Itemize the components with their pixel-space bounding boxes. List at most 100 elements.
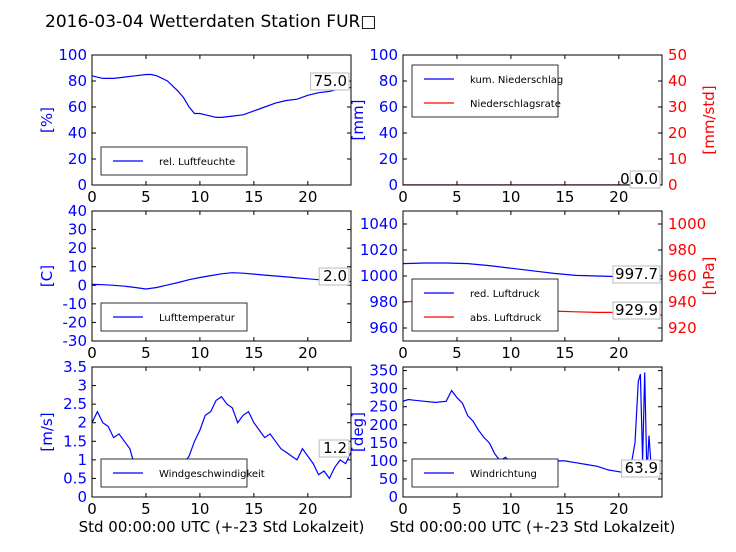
x-tick-label: 20	[298, 344, 317, 362]
y-tick-label: 300	[369, 380, 398, 398]
y-tick-label: 350	[369, 362, 398, 380]
legend-box	[411, 64, 559, 118]
x-tick-label: 15	[244, 188, 263, 206]
y-tick-label-right: 20	[668, 124, 687, 142]
value-annotation: 1.2	[323, 439, 347, 457]
legend-label: rel. Luftfeuchte	[159, 157, 235, 168]
y-tick-label: -30	[63, 332, 88, 350]
x-tick-label: 10	[501, 344, 520, 362]
plot-frame	[91, 54, 352, 186]
y-tick-label-right: 30	[668, 98, 687, 116]
series-line	[92, 73, 351, 119]
y-tick-label: 0	[77, 276, 87, 294]
y-tick-label: 0	[388, 176, 398, 194]
x-tick-label: 0	[398, 500, 408, 518]
x-axis-label: Std 00:00:00 UTC (+-23 Std Lokalzeit)	[390, 518, 676, 536]
y-tick-label: 200	[369, 416, 398, 434]
y-axis-label: [deg]	[349, 412, 367, 452]
x-tick-label: 15	[244, 344, 263, 362]
y-tick-label: 20	[68, 239, 87, 257]
plot-frame	[91, 210, 352, 342]
value-annotation-box	[612, 265, 661, 284]
plot-frame	[402, 366, 663, 498]
y-tick-label: -10	[63, 295, 88, 313]
y-tick-label: 960	[369, 319, 398, 337]
y-axis-label: [mm]	[349, 100, 367, 141]
x-tick-label: 10	[501, 188, 520, 206]
figure-title: 2016-03-04 Wetterdaten Station FUR□	[45, 12, 376, 32]
y-tick-label-right: 1000	[668, 215, 706, 233]
y-axis-label-right: [mm/std]	[700, 85, 718, 154]
value-annotation-box	[621, 459, 661, 478]
x-tick-label: 10	[501, 500, 520, 518]
y-axis-label: [C]	[38, 265, 56, 287]
y-tick-label-right: 980	[668, 241, 697, 259]
x-tick-label: 5	[452, 500, 462, 518]
chart-panel: 0 5 10 15 20 0 20 40 60 80 100 [%] 75.0 rel. Luftfeuc…	[38, 46, 352, 206]
legend-label: Windgeschwindigkeit	[159, 469, 265, 480]
plot-frame	[402, 54, 663, 186]
x-axis-label: Std 00:00:00 UTC (+-23 Std Lokalzeit)	[79, 518, 365, 536]
y-tick-label: 1040	[360, 215, 398, 233]
y-tick-label: 0	[388, 488, 398, 506]
value-annotation-box	[629, 170, 661, 189]
y-tick-label-right: 0	[668, 176, 678, 194]
y-tick-label: 80	[68, 72, 87, 90]
value-annotation-box	[310, 72, 350, 91]
y-tick-label: 1.5	[63, 432, 87, 450]
legend-box	[411, 278, 559, 332]
y-tick-label: 0	[77, 176, 87, 194]
legend-label: Lufttemperatur	[159, 313, 236, 324]
y-tick-label: 0.5	[63, 469, 87, 487]
value-annotation-box	[612, 301, 661, 320]
y-tick-label-right: 960	[668, 267, 697, 285]
y-tick-label: 40	[68, 124, 87, 142]
value-annotation: 929.9	[615, 301, 658, 319]
y-tick-label: 100	[58, 46, 87, 64]
y-tick-label: 20	[68, 150, 87, 168]
value-annotation: 0.0	[620, 170, 644, 188]
x-tick-label: 5	[452, 188, 462, 206]
x-tick-label: 5	[141, 500, 151, 518]
x-tick-label: 0	[398, 344, 408, 362]
y-tick-label-right: 40	[668, 72, 687, 90]
y-tick-label: 50	[379, 470, 398, 488]
legend-label: Windrichtung	[470, 469, 537, 480]
value-annotation: 2.0	[323, 267, 347, 285]
x-tick-label: 15	[555, 500, 574, 518]
chart-panel: 0 5 10 15 20 960 980 1000 1020 1040 920 940 960 980 10…	[360, 210, 718, 362]
y-tick-label: 3.5	[63, 358, 87, 376]
y-tick-label: 1	[77, 451, 87, 469]
y-tick-label: 40	[68, 202, 87, 220]
x-tick-label: 10	[190, 500, 209, 518]
y-tick-label: 80	[379, 72, 398, 90]
y-tick-label: 0	[77, 488, 87, 506]
legend-box	[100, 146, 248, 176]
y-tick-label: 1020	[360, 241, 398, 259]
x-tick-label: 20	[298, 500, 317, 518]
x-tick-label: 15	[555, 344, 574, 362]
x-tick-label: 0	[398, 188, 408, 206]
y-tick-label-right: 50	[668, 46, 687, 64]
y-tick-label: 2.5	[63, 395, 87, 413]
x-tick-label: 5	[452, 344, 462, 362]
legend-label: abs. Luftdruck	[470, 313, 541, 324]
y-tick-label: 40	[379, 124, 398, 142]
y-tick-label: 250	[369, 398, 398, 416]
x-tick-label: 5	[141, 344, 151, 362]
x-tick-label: 15	[555, 188, 574, 206]
x-tick-label: 5	[141, 188, 151, 206]
value-annotation: 0.0	[634, 170, 658, 188]
value-annotation-box	[318, 267, 350, 286]
legend-label: kum. Niederschlag	[470, 75, 563, 86]
x-tick-label: 20	[609, 344, 628, 362]
y-tick-label-right: 10	[668, 150, 687, 168]
chart-panel: 0 5 10 15 20 00.511.522.533.5 [m/s] Std 00:00:0…	[38, 358, 364, 536]
y-tick-label-right: 940	[668, 293, 697, 311]
y-tick-label: 980	[369, 293, 398, 311]
x-tick-label: 0	[87, 188, 97, 206]
x-tick-label: 20	[609, 500, 628, 518]
